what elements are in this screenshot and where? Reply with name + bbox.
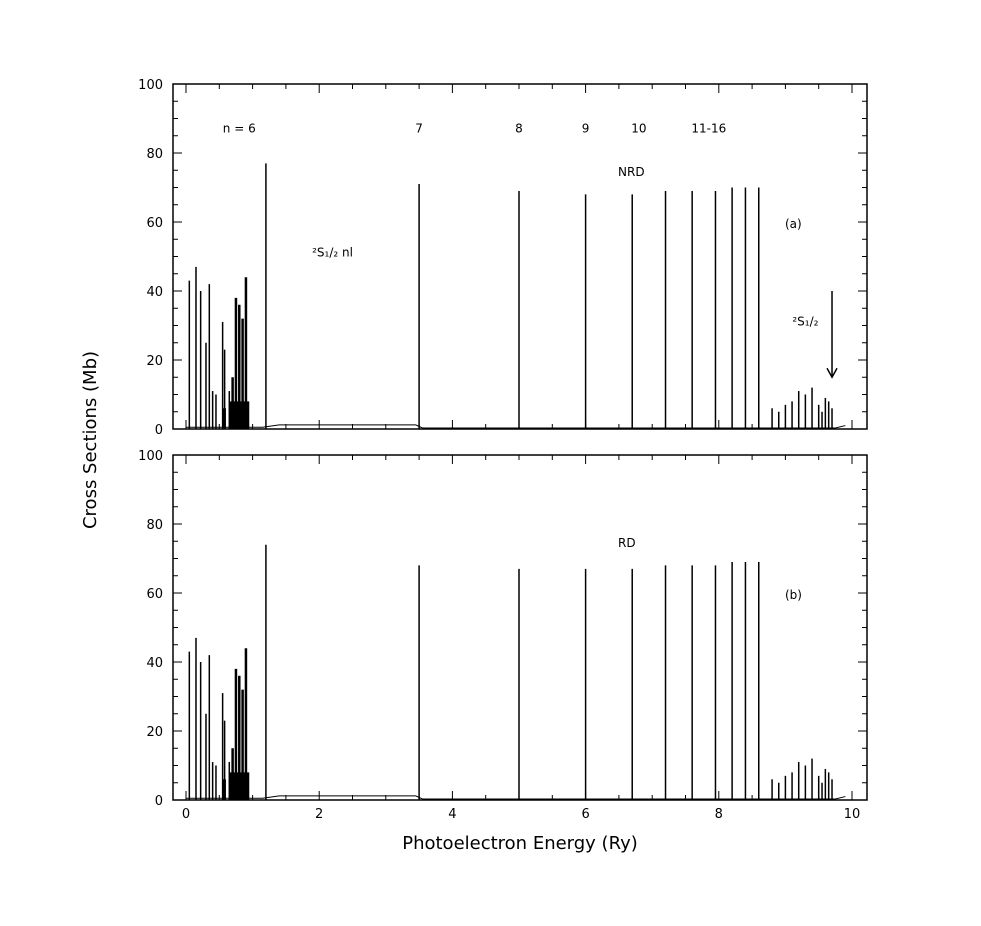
y-tick-label: 40 [146, 656, 163, 671]
y-tick-label: 0 [155, 423, 163, 438]
panel-b-marks [186, 544, 846, 800]
panel-b-label: (b) [785, 588, 802, 602]
resonance-cluster [222, 779, 226, 800]
annotation: 7 [415, 121, 423, 135]
y-tick-label: 40 [146, 285, 163, 300]
resonance-cluster [229, 401, 250, 429]
y-axis-title: Cross Sections (Mb) [80, 351, 101, 529]
x-axis-title: Photoelectron Energy (Ry) [402, 833, 638, 854]
x-tick-label: 6 [581, 807, 589, 822]
annotation: 11-16 [691, 121, 726, 135]
y-tick-label: 0 [155, 794, 163, 809]
annotation: ²S₁/₂ nl [312, 246, 353, 260]
panel-b-method-label: RD [618, 536, 636, 550]
y-tick-label: 80 [146, 518, 163, 533]
y-tick-label: 100 [138, 78, 163, 93]
y-tick-label: 100 [138, 449, 163, 464]
resonance-cluster [229, 772, 250, 800]
panel-a-ticks: 0 20 40 60 80 100 [138, 78, 867, 438]
x-tick-label: 8 [715, 807, 723, 822]
x-tick-label: 10 [844, 807, 861, 822]
panel-b-frame [172, 454, 868, 801]
arrow-head [826, 367, 838, 379]
x-tick-label: 2 [315, 807, 323, 822]
panel-b-ticks: 0 20 40 60 80 100 0 2 4 6 8 10 [138, 449, 867, 822]
panel-a-marks: n = 6 7 8 9 10 11-16 ²S₁/₂ nl ²S₁/₂ [186, 121, 846, 429]
panel-a-frame [172, 83, 868, 430]
panel-b: 0 20 40 60 80 100 0 2 4 6 8 10 (b) RD [138, 449, 868, 822]
resonance-cluster [222, 408, 226, 429]
panel-a-method-label: NRD [618, 165, 645, 179]
annotation: 9 [582, 121, 590, 135]
annotation: n = 6 [223, 121, 256, 135]
x-tick-label: 0 [182, 807, 190, 822]
x-tick-label: 4 [448, 807, 456, 822]
y-tick-label: 20 [146, 725, 163, 740]
panel-a-label: (a) [785, 217, 802, 231]
annotation: 10 [631, 121, 646, 135]
y-tick-label: 60 [146, 216, 163, 231]
annotation: 8 [515, 121, 523, 135]
continuum-line [186, 795, 846, 800]
y-tick-label: 80 [146, 147, 163, 162]
annotation: ²S₁/₂ [792, 315, 818, 329]
continuum-line [186, 424, 846, 429]
y-tick-label: 60 [146, 587, 163, 602]
y-tick-label: 20 [146, 354, 163, 369]
panel-a: 0 20 40 60 80 100 n = 6 7 8 9 10 11-16 ²S₁/₂ nl ²S₁/… [138, 78, 868, 438]
